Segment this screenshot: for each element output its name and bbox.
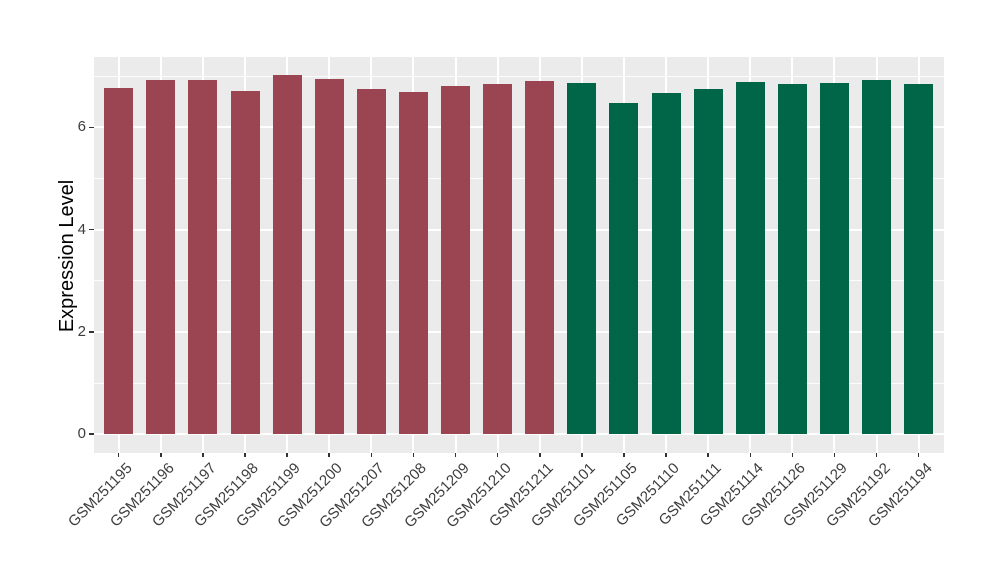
y-axis-tick-label: 6: [77, 118, 86, 136]
x-axis-tick-mark: [833, 452, 836, 457]
x-axis-tick-mark: [623, 452, 625, 457]
x-axis-tick-mark: [707, 452, 709, 457]
x-axis-tick-mark: [286, 452, 288, 457]
minor-gridline-h: [93, 280, 944, 282]
x-axis-tick-mark: [581, 452, 583, 457]
bar: [230, 91, 260, 435]
x-axis-tick-mark: [160, 452, 162, 457]
x-axis-tick-mark: [244, 452, 246, 457]
bar: [735, 82, 765, 435]
major-gridline-h: [93, 228, 944, 231]
y-axis-tick-mark: [89, 433, 94, 435]
minor-gridline-h: [93, 178, 944, 180]
y-axis-title: Expression Level: [56, 179, 78, 333]
bar: [904, 83, 934, 435]
x-axis-tick-mark: [665, 452, 667, 457]
x-axis-tick-mark: [117, 452, 120, 457]
major-gridline-h: [93, 126, 944, 129]
y-axis-tick-label: 4: [77, 220, 86, 238]
bar: [693, 89, 723, 435]
bar: [819, 83, 849, 435]
y-axis-tick-mark: [89, 228, 94, 231]
bar: [862, 80, 892, 435]
x-axis-tick-mark: [412, 452, 415, 457]
major-gridline-h: [93, 433, 944, 436]
x-axis-tick-mark: [539, 452, 541, 457]
bar: [777, 84, 807, 435]
bar: [567, 82, 597, 435]
x-axis-tick-mark: [496, 452, 499, 457]
x-axis-tick-mark: [202, 452, 204, 457]
minor-gridline-h: [93, 75, 944, 77]
x-axis-tick-mark: [791, 452, 794, 457]
bar: [609, 102, 639, 435]
bar: [314, 78, 344, 435]
y-axis-tick-mark: [89, 126, 94, 129]
x-axis-tick-mark: [454, 452, 457, 457]
bar: [651, 93, 681, 435]
bar: [398, 92, 428, 435]
bar: [525, 80, 555, 435]
bar: [356, 89, 386, 435]
y-axis-tick-mark: [89, 331, 94, 333]
y-axis-tick-label: 0: [77, 425, 86, 443]
minor-gridline-h: [93, 382, 944, 384]
x-axis-tick-mark: [749, 452, 752, 457]
bar: [146, 79, 176, 435]
bar: [441, 86, 471, 435]
x-axis-tick-mark: [328, 452, 330, 457]
bar: [188, 79, 218, 435]
x-axis-tick-mark: [917, 452, 920, 457]
bar: [483, 83, 513, 435]
y-axis-tick-label: 2: [77, 322, 86, 340]
bar: [272, 75, 302, 435]
major-gridline-h: [93, 330, 944, 333]
plot-panel: [93, 57, 944, 453]
x-axis-tick-mark: [370, 452, 373, 457]
x-axis-tick-mark: [875, 452, 878, 457]
bar: [104, 87, 134, 435]
